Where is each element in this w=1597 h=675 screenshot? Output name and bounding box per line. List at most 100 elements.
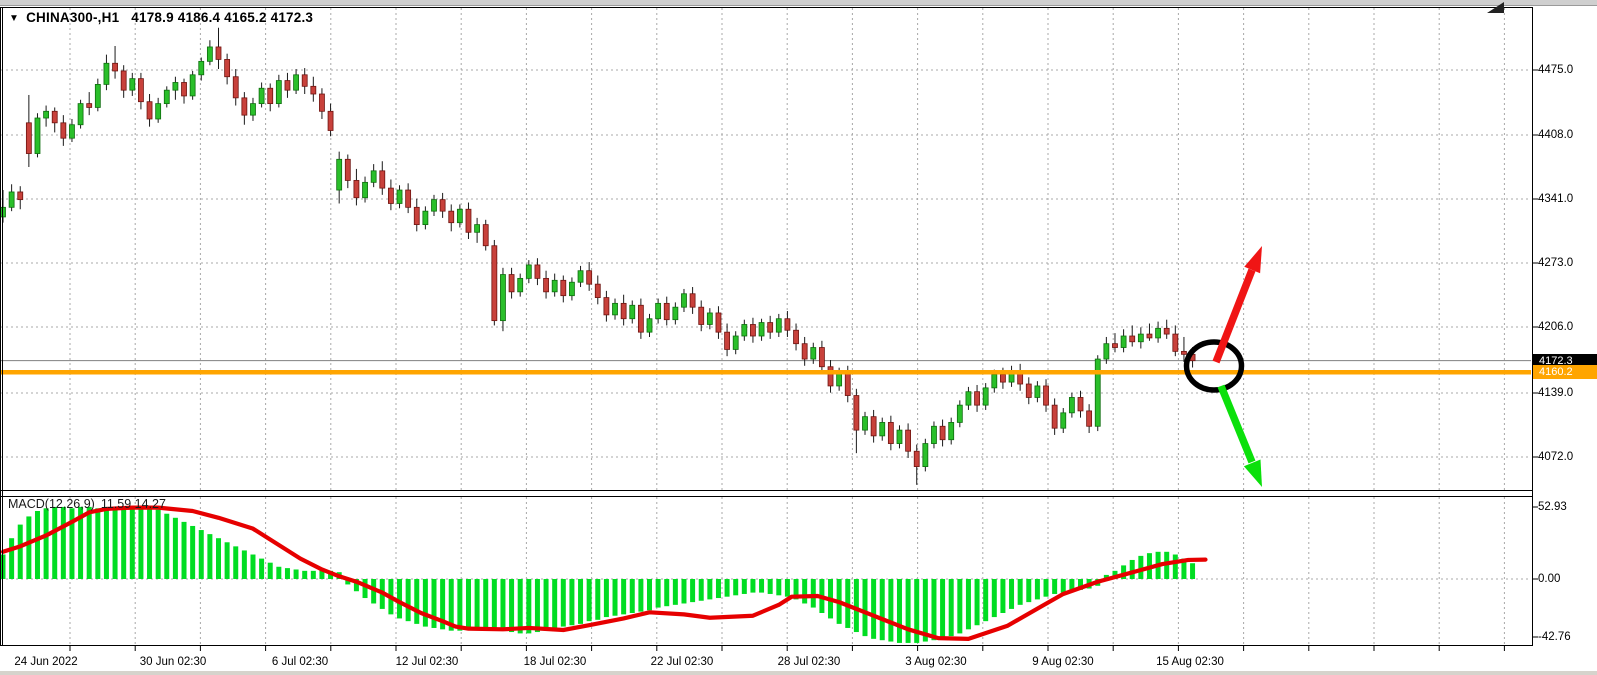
candle-bullish [431,199,437,212]
macd-histogram-bar [534,579,540,633]
candle-bearish [870,416,877,437]
price-axis-label: 4475.0 [1538,64,1574,76]
macd-histogram-bar [86,506,92,579]
macd-axis-label: -42.76 [1538,631,1571,643]
candle-bullish [681,293,687,308]
macd-histogram-bar [448,579,454,631]
candle-bearish [60,122,67,139]
candle-bearish [224,59,231,78]
macd-histogram-bar [1026,579,1032,603]
macd-histogram-bar [948,579,954,637]
candle-bearish [603,297,610,316]
candle-bearish [1000,374,1006,383]
macd-histogram-bar [1060,579,1066,593]
macd-histogram-bar [405,579,411,622]
macd-histogram-bar [483,579,489,628]
candle-bullish [956,404,963,423]
candle-bearish [439,199,446,212]
candle-bearish [905,429,911,452]
candle-bearish [1181,350,1187,355]
candle-bearish [482,224,489,247]
candle-bearish [1146,333,1153,339]
candle-bearish [344,158,351,181]
down-arrow-shaft [1217,384,1256,464]
macd-histogram-bar [1069,579,1075,592]
candle-bearish [637,304,644,333]
candle-bearish [620,302,627,320]
macd-label: MACD(12,26,9) [8,497,95,511]
candle-bearish [784,318,791,331]
candle-bullish [1068,397,1075,414]
candle-bullish [422,210,429,226]
macd-histogram-bar [345,579,351,585]
candle-bullish [706,312,713,325]
candle-bullish [1137,333,1144,343]
macd-histogram-bar [543,579,549,631]
symbol-dropdown-icon[interactable]: ▼ [9,13,20,24]
candle-bearish [801,343,808,360]
candle-bearish [974,391,980,406]
macd-histogram-bar [681,579,687,604]
candle-bearish [1129,335,1136,343]
candle-bullish [758,322,765,337]
macd-histogram-bar [1034,579,1040,600]
macd-histogram-bar [60,506,66,579]
macd-histogram-bar [940,579,946,639]
macd-histogram-bar [672,579,678,605]
candle-bullish [456,208,463,224]
candle-bullish [1034,385,1041,398]
macd-histogram-bar [241,550,247,579]
macd-histogram-bar [172,517,178,579]
candle-bullish [43,110,49,119]
macd-histogram-bar [629,579,635,613]
macd-histogram-bar [888,579,894,642]
candle-bearish [17,191,24,201]
macd-histogram-bar [991,579,997,618]
candle-bullish [172,82,179,91]
candle-bearish [586,270,593,285]
candle-bearish [327,110,334,131]
macd-histogram-bar [233,546,239,579]
candle-bearish [689,293,696,308]
macd-histogram-bar [1078,579,1083,590]
candle-bullish [896,429,903,444]
candle-bearish [120,70,127,91]
macd-histogram-bar [603,579,609,618]
candle-bullish [8,191,15,208]
macd-histogram-bar [560,579,566,627]
macd-histogram-bar [509,579,515,633]
time-axis-label: 15 Aug 02:30 [1156,656,1224,668]
macd-histogram-bar [34,511,40,579]
window-top-edge [0,0,1597,6]
candle-bullish [155,103,162,120]
candle-bullish [629,304,636,320]
macd-histogram-bar [267,562,273,579]
current-price-tag: 4172.3 [1533,354,1597,368]
macd-histogram-bar [552,579,558,628]
macd-histogram-bar [767,579,773,594]
candle-bearish [413,206,420,226]
macd-histogram-bar [853,579,859,633]
macd-histogram-bar [896,579,902,643]
candle-bullish [775,318,782,333]
macd-histogram-bar [1181,558,1187,579]
macd-histogram-bar [500,579,506,631]
macd-histogram-bar [1138,555,1144,579]
candle-bearish [241,97,248,116]
candle-bearish [353,180,360,199]
candle-bearish [25,122,32,154]
macd-histogram-bar [733,579,739,596]
macd-histogram-bar [1129,559,1135,579]
candle-bullish [569,281,575,297]
down-arrow-head [1243,459,1262,487]
macd-histogram-bar [638,579,644,612]
chart-shift-marker-icon [1487,2,1504,13]
macd-histogram-bar [776,579,782,596]
candle-bullish [1155,327,1161,339]
candle-bearish [767,322,774,333]
price-axis-label: 4072.0 [1538,451,1574,463]
macd-histogram-bar [1000,579,1006,613]
macd-histogram-bar [586,579,592,622]
macd-histogram-bar [690,579,696,603]
